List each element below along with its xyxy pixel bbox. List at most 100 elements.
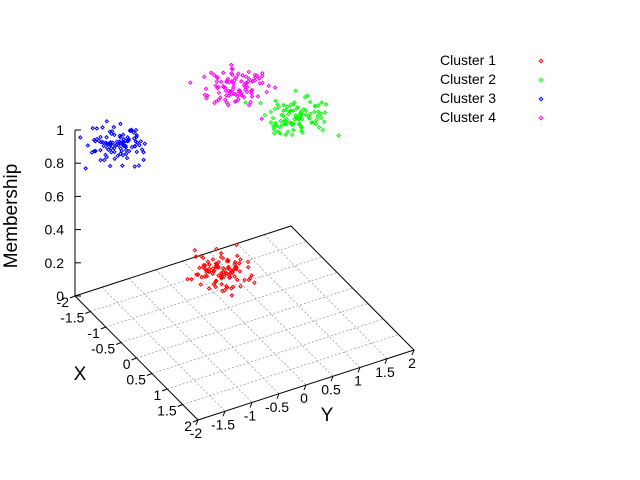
data-point <box>253 75 258 80</box>
data-point <box>243 100 248 105</box>
data-point <box>249 273 255 278</box>
data-point <box>235 91 241 96</box>
data-point <box>120 140 126 146</box>
data-point <box>141 149 146 155</box>
data-point <box>226 264 231 270</box>
data-point <box>203 86 209 92</box>
x-axis-ticks: -2-1.5-1-0.5 00.5 11.5 2 <box>57 294 199 434</box>
data-point <box>268 109 274 115</box>
data-point <box>213 264 219 270</box>
data-point <box>303 112 309 118</box>
y-tick-label: -1.5 <box>211 416 235 432</box>
y-tick-mark <box>303 384 307 391</box>
data-point <box>249 94 255 99</box>
data-point <box>101 157 107 163</box>
grid-line <box>236 243 361 368</box>
data-point <box>232 265 238 270</box>
grid-line <box>105 256 322 328</box>
data-point <box>219 276 224 281</box>
data-point <box>198 253 204 259</box>
y-tick-label: 1.5 <box>375 364 395 380</box>
data-point <box>120 132 126 138</box>
data-point <box>248 99 253 105</box>
data-point <box>246 76 252 82</box>
data-point <box>213 284 219 290</box>
data-point <box>91 137 97 143</box>
data-point <box>203 267 209 273</box>
data-point <box>98 157 103 163</box>
data-point <box>207 262 212 268</box>
data-point <box>252 72 258 78</box>
data-point <box>295 105 301 110</box>
data-point <box>121 136 127 142</box>
data-point <box>218 254 224 260</box>
z-tick-label: 0.8 <box>45 155 65 171</box>
data-point <box>299 116 305 122</box>
y-tick-mark <box>330 376 334 382</box>
data-point <box>309 120 315 125</box>
y-axis-label: Y <box>321 405 334 426</box>
legend-entry-label: Cluster 3 <box>440 90 496 106</box>
x-tick-mark <box>131 357 137 361</box>
data-point <box>232 99 238 104</box>
data-point <box>210 266 216 271</box>
data-point <box>133 127 139 133</box>
z-tick-label: 0.6 <box>45 188 65 204</box>
data-point <box>136 163 142 168</box>
data-point <box>229 286 234 291</box>
data-point <box>221 274 227 279</box>
data-point <box>230 67 235 72</box>
data-point <box>111 145 117 151</box>
data-point <box>281 102 286 108</box>
data-point <box>134 149 140 155</box>
data-point <box>218 250 224 256</box>
legend-marker <box>538 77 544 83</box>
data-point <box>98 147 103 153</box>
data-point <box>225 257 230 263</box>
data-point <box>106 147 111 153</box>
data-point <box>318 111 324 116</box>
data-point <box>132 164 138 169</box>
data-point <box>214 246 219 252</box>
data-point <box>216 259 221 265</box>
data-point <box>314 117 320 123</box>
data-point <box>244 84 250 90</box>
data-point <box>294 115 299 120</box>
data-point <box>235 93 240 99</box>
data-point <box>198 282 204 287</box>
data-point <box>315 109 321 115</box>
series-4-points <box>187 62 278 122</box>
data-point <box>223 283 229 289</box>
data-point <box>245 259 251 265</box>
data-point <box>124 155 130 161</box>
z-axis-ticks: 0 0.2 0.4 0.6 0.8 1 <box>45 122 81 304</box>
y-tick-label: 2 <box>408 355 416 371</box>
data-point <box>211 281 217 287</box>
legend-marker <box>538 58 544 64</box>
data-point <box>316 103 321 108</box>
data-point <box>118 121 123 127</box>
data-point <box>211 72 217 78</box>
data-point <box>258 100 263 106</box>
data-point <box>96 138 102 144</box>
data-point <box>131 130 137 135</box>
data-point <box>272 85 278 90</box>
data-point <box>90 125 96 131</box>
data-point <box>257 81 263 86</box>
data-point <box>283 132 289 138</box>
z-axis-label: Membership <box>1 164 22 269</box>
data-point <box>134 140 140 145</box>
data-point <box>232 78 237 83</box>
y-tick-label: 1 <box>354 373 362 389</box>
data-point <box>315 113 321 119</box>
data-point <box>246 69 252 75</box>
y-tick-mark <box>276 393 280 399</box>
x-tick-label: -0.5 <box>91 341 115 357</box>
data-point <box>120 142 126 147</box>
data-point <box>111 124 117 130</box>
data-point <box>240 73 245 78</box>
data-point <box>259 73 265 79</box>
data-point <box>271 126 277 132</box>
data-point <box>202 263 208 268</box>
data-point <box>247 275 253 281</box>
